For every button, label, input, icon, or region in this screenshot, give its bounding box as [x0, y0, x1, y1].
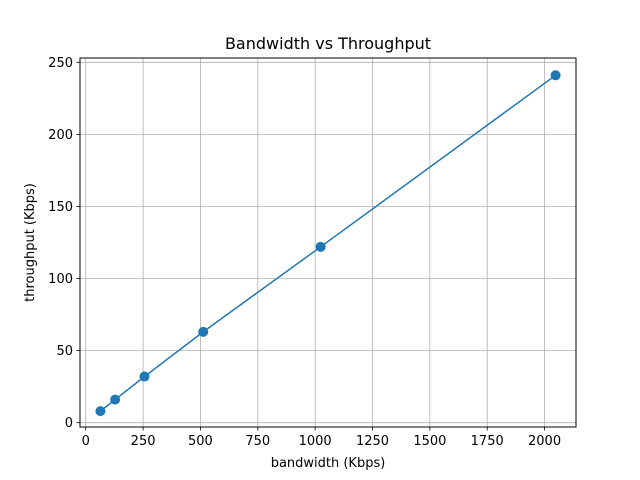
data-point	[139, 371, 150, 382]
y-tick-label: 100	[48, 272, 73, 287]
data-point	[550, 70, 561, 81]
x-tick-label: 250	[131, 434, 156, 449]
plot-frame	[79, 57, 577, 428]
data-point	[95, 406, 106, 417]
y-tick-label: 150	[48, 200, 73, 215]
y-tick-label: 250	[48, 56, 73, 71]
data-point	[315, 241, 326, 252]
ticks: 0 250 500 750 1000 1250 1500 1750 2000 0 50 100 150 2…	[48, 56, 561, 449]
x-axis-label: bandwidth (Kbps)	[271, 456, 386, 471]
grid	[80, 58, 576, 427]
x-tick-label: 500	[188, 434, 213, 449]
x-tick-label: 2000	[528, 434, 561, 449]
chart-title: Bandwidth vs Throughput	[225, 34, 431, 53]
x-tick-label: 0	[82, 434, 90, 449]
series-group	[95, 70, 561, 417]
x-tick-label: 1000	[299, 434, 332, 449]
x-tick-label: 1500	[413, 434, 446, 449]
data-point	[110, 394, 121, 405]
data-point	[198, 326, 209, 337]
y-tick-label: 200	[48, 128, 73, 143]
x-tick-label: 750	[245, 434, 270, 449]
y-tick-label: 0	[65, 416, 73, 431]
x-tick-label: 1750	[471, 434, 504, 449]
x-tick-label: 1250	[356, 434, 389, 449]
y-tick-label: 50	[56, 344, 73, 359]
y-axis-label: throughput (Kbps)	[23, 183, 38, 302]
